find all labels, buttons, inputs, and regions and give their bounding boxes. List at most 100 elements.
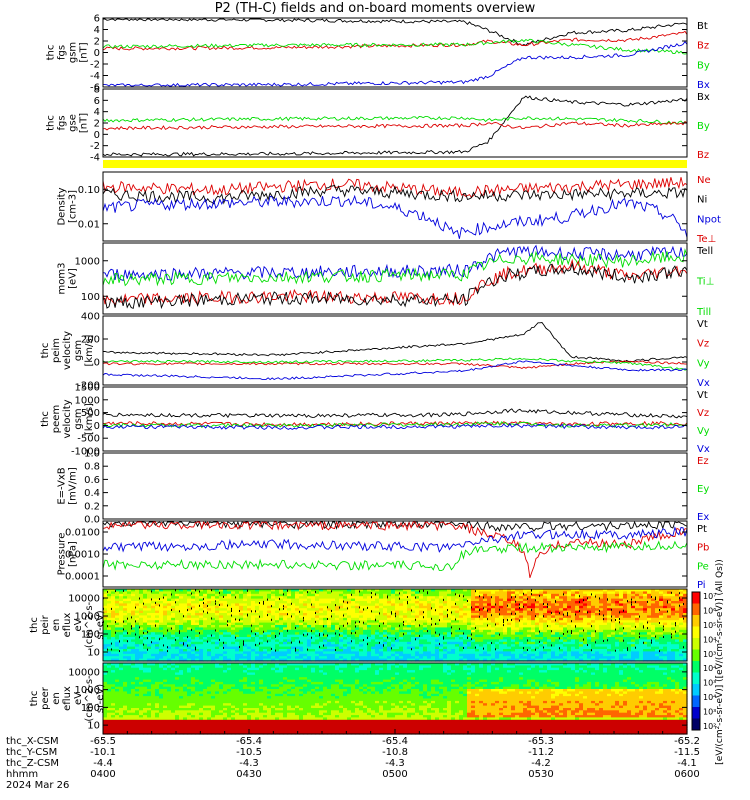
ylabel-fgs-2: gsm: [68, 42, 79, 63]
ytick-fgs-gse-6: -4: [90, 153, 100, 164]
panel-mom-temp: 1000 100 mom3 [eV] Tell Ti⊥ Till: [57, 242, 714, 318]
legend-fgs-2: By: [697, 60, 710, 71]
xaxis-value-0-4: -65.2: [674, 736, 700, 747]
series-peem-Vy: [102, 421, 688, 428]
legend-fgs-gse-1: By: [697, 121, 710, 132]
ytick-peem-1: 1000: [75, 395, 100, 406]
xaxis-value-0-0: -65.5: [90, 736, 116, 747]
legend-efield-2: Ex: [697, 512, 709, 523]
colorbar-segment: [692, 592, 700, 604]
ylabel-mom-temp-1: [eV]: [68, 268, 79, 289]
xaxis-value-1-3: -11.2: [528, 747, 554, 758]
frame-peir: [102, 588, 688, 662]
legend-peem-0: Vt: [697, 390, 708, 401]
ylabel-peem-0: thc: [40, 411, 51, 427]
legend-pressure-2: Pe: [697, 561, 709, 572]
series-density-Ni: [102, 184, 688, 205]
colorbar-tick-8: 10³: [703, 708, 716, 717]
xaxis-value-2-1: -4.3: [239, 758, 259, 769]
xaxis-value-2-0: -4.4: [93, 758, 113, 769]
frame-fgs: [102, 17, 688, 88]
xaxis-value-0-2: -65.4: [382, 736, 408, 747]
ytick-peim-2: 0: [94, 358, 100, 369]
xaxis-value-1-1: -10.5: [236, 747, 262, 758]
colorbar-segment: [692, 638, 700, 650]
ytick-fgs-2: 2: [94, 37, 100, 48]
xaxis-value-3-0: 0400: [90, 769, 115, 780]
series-fgs-gse-Bx: [102, 95, 688, 157]
panel-density: 0.10 0.01 Density [cm-3] Ne Ni Npot Te⊥: [57, 171, 721, 245]
frame-pressure: [102, 520, 688, 588]
ytick-efield-1: 0.8: [84, 462, 100, 473]
series-peim-Vt: [102, 322, 688, 363]
ylabel-density-1: [cm-3]: [68, 190, 79, 223]
ytick-efield-5: 0.0: [84, 515, 100, 526]
ytick-peim-0: 400: [81, 312, 100, 323]
ylabel-peir-0: thc: [29, 617, 40, 633]
colorbar-segment: [692, 672, 700, 685]
xaxis-value-3-4: 0600: [674, 769, 699, 780]
ylabel-fgs-gse-2: gse: [68, 114, 79, 132]
colorbar-segment: [692, 649, 700, 662]
xaxis-value-1-0: -10.1: [90, 747, 116, 758]
legend-peem-2: Vy: [697, 426, 710, 437]
xaxis-row-label-3: hhmm: [6, 769, 38, 780]
ytick-peem-4: -500: [77, 434, 100, 445]
series-fgs-Bx: [103, 40, 688, 87]
ytick-fgs-gse-5: -2: [90, 141, 100, 152]
legend-fgs-3: Bx: [697, 80, 710, 91]
panel-efield: 1.0 0.8 0.6 0.4 0.2 0.0 E=-VxB [mV/m] Ez Ey Ex: [57, 449, 710, 526]
series-fgs-Bt: [103, 18, 688, 47]
colorbar-segment: [692, 718, 700, 731]
xaxis-row-label-4: 2024 Mar 26: [6, 780, 69, 791]
ytick-fgs-gse-2: 4: [94, 107, 100, 118]
colorbar-tick-5: 10⁴: [703, 664, 716, 673]
ylabel-mom-temp-0: mom3: [57, 263, 68, 295]
ylabel-peim-2: velocity: [62, 331, 73, 370]
colorbar-tick-6: 10³: [703, 679, 716, 688]
series-fgs-gse-Bz: [102, 121, 688, 131]
ylabel-peim-1: peim: [51, 338, 62, 363]
ytick-fgs-5: -4: [90, 71, 100, 82]
colorbar-frame: [691, 591, 701, 731]
xaxis-value-1-4: -11.5: [674, 747, 700, 758]
colorbar-segment: [692, 707, 700, 719]
ylabel-peem-1: peem: [51, 405, 62, 433]
ytick-fgs-0: 6: [94, 14, 100, 25]
ytick-mom-temp-1: 100: [81, 292, 100, 303]
ylabel-peem-2: velocity: [62, 399, 73, 438]
ylabel-density-0: Density: [57, 187, 68, 225]
xaxis-row-label-1: thc_Y-CSM: [6, 747, 57, 758]
xaxis-row-label-0: thc_X-CSM: [6, 736, 59, 747]
series-peim-Vy: [102, 357, 688, 371]
legend-efield-1: Ey: [697, 484, 709, 495]
series-peem-Vt: [102, 408, 688, 419]
colorbar-tick-0: 10⁷: [703, 592, 716, 601]
legend-peim-1: Vz: [697, 339, 709, 350]
series-peim-Vx: [102, 360, 688, 381]
ytick-peir-2: 100: [81, 630, 100, 641]
xaxis-value-3-1: 0430: [236, 769, 261, 780]
ylabel-peer-0: thc: [29, 691, 40, 707]
ytick-fgs-gse-3: 2: [94, 119, 100, 130]
frame-density: [102, 171, 688, 242]
colorbar-tick-7: 10⁴: [703, 693, 716, 702]
ylabel-peim-4: [km/s]: [84, 334, 95, 366]
series-mom-temp-Ti⊥: [102, 244, 688, 282]
ytick-efield-2: 0.6: [84, 475, 100, 486]
series-mom-temp-Till: [102, 248, 688, 287]
colorbar-segment: [692, 615, 700, 627]
ylabel-peem-4: [km/s]: [84, 403, 95, 435]
colorbar-tick-4: 10³: [703, 650, 716, 659]
ytick-efield-3: 0.4: [84, 488, 100, 499]
series-peem-Vx: [102, 422, 688, 430]
ylabel-peim-3: gsm: [73, 340, 84, 361]
legend-peim-3: Vx: [697, 378, 710, 389]
colorbar-tick-1: 10⁶: [703, 606, 716, 615]
colorbar-segment: [692, 626, 700, 639]
ytick-peim-1: 200: [81, 335, 100, 346]
ylabel-peir-1: peir: [40, 614, 51, 634]
